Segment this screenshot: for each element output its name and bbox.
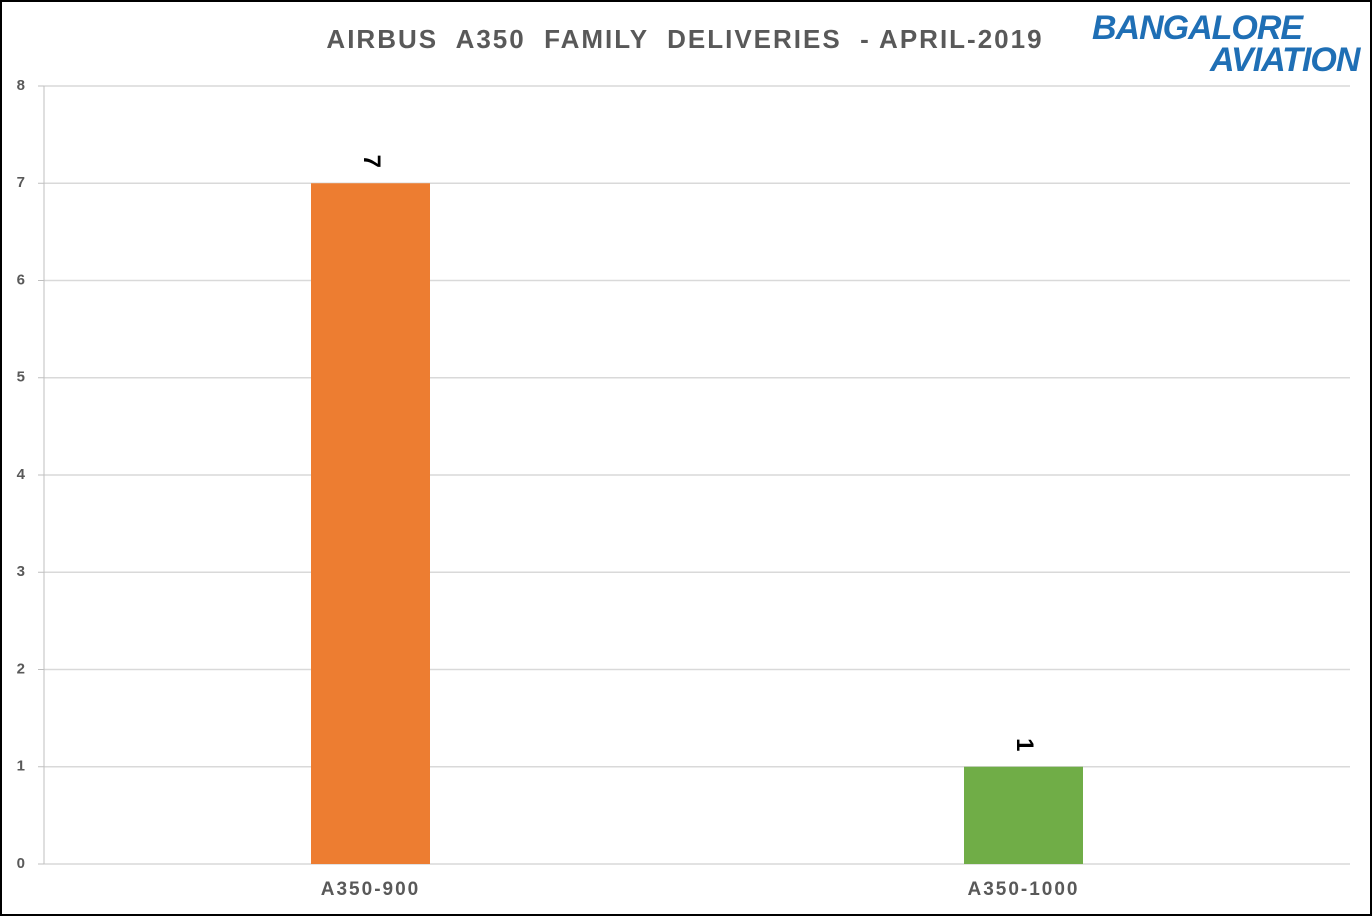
- x-tick-label: A350-1000: [967, 879, 1079, 900]
- y-tick-label: 8: [17, 77, 25, 94]
- y-tick-label: 4: [17, 466, 26, 483]
- data-label: 1: [1011, 738, 1038, 751]
- y-tick-label: 7: [17, 174, 25, 191]
- y-tick-label: 6: [17, 271, 25, 288]
- y-tick-label: 5: [17, 369, 25, 386]
- y-tick-label: 0: [17, 855, 25, 872]
- data-label: 7: [358, 155, 385, 168]
- chart-title: AIRBUS A350 FAMILY DELIVERIES - APRIL-20…: [326, 24, 1043, 54]
- logo-line2: AVIATION: [1209, 41, 1362, 79]
- bar: [964, 766, 1083, 864]
- x-tick-label: A350-900: [321, 879, 420, 900]
- logo-line1: BANGALORE: [1092, 9, 1304, 47]
- y-tick-label: 1: [17, 758, 25, 775]
- y-tick-label: 3: [17, 563, 25, 580]
- y-tick-label: 2: [17, 660, 25, 677]
- bar: [311, 183, 430, 864]
